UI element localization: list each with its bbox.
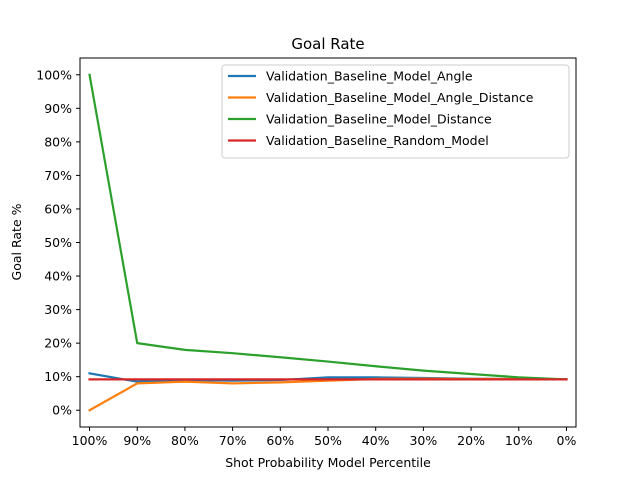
y-axis: 0% 10% 20% 30% 40% 50% 60% 70% 80% 90% 100% <box>36 67 80 418</box>
x-tick-label: 20% <box>457 433 485 448</box>
legend-entry: Validation_Baseline_Random_Model <box>266 133 489 148</box>
x-tick-label: 30% <box>409 433 437 448</box>
chart-title: Goal Rate <box>291 35 364 53</box>
y-tick-label: 20% <box>44 336 72 351</box>
x-tick-label: 40% <box>362 433 390 448</box>
legend-box <box>221 64 570 159</box>
y-tick-label: 50% <box>44 235 72 250</box>
y-tick-label: 0% <box>52 403 72 418</box>
legend-entry: Validation_Baseline_Model_Angle_Distance <box>266 90 534 105</box>
y-tick-label: 40% <box>44 269 72 284</box>
x-tick-label: 50% <box>314 433 342 448</box>
plot-lines <box>88 73 568 412</box>
legend: Validation_Baseline_Model_Angle Validatio… <box>221 64 570 159</box>
x-tick-label: 10% <box>505 433 533 448</box>
series-line-1 <box>88 377 568 412</box>
x-tick-label: 100% <box>72 433 108 448</box>
x-tick-label: 90% <box>123 433 151 448</box>
y-tick-label: 10% <box>44 369 72 384</box>
y-tick-label: 60% <box>44 201 72 216</box>
x-axis-label: Shot Probability Model Percentile <box>225 455 431 470</box>
y-tick-label: 80% <box>44 134 72 149</box>
y-tick-label: 90% <box>44 101 72 116</box>
y-tick-label: 100% <box>36 67 72 82</box>
x-axis: 100% 90% 80% 70% 60% 50% 40% 30% 20% 10% 0% <box>72 427 577 448</box>
y-tick-label: 30% <box>44 302 72 317</box>
x-tick-label: 80% <box>171 433 199 448</box>
series-line-2 <box>88 73 568 381</box>
x-tick-label: 0% <box>557 433 577 448</box>
y-axis-label: Goal Rate % <box>9 203 24 280</box>
y-tick-label: 70% <box>44 168 72 183</box>
x-tick-label: 60% <box>266 433 294 448</box>
x-tick-label: 70% <box>219 433 247 448</box>
legend-entry: Validation_Baseline_Model_Angle <box>266 69 473 84</box>
legend-entry: Validation_Baseline_Model_Distance <box>266 112 492 127</box>
